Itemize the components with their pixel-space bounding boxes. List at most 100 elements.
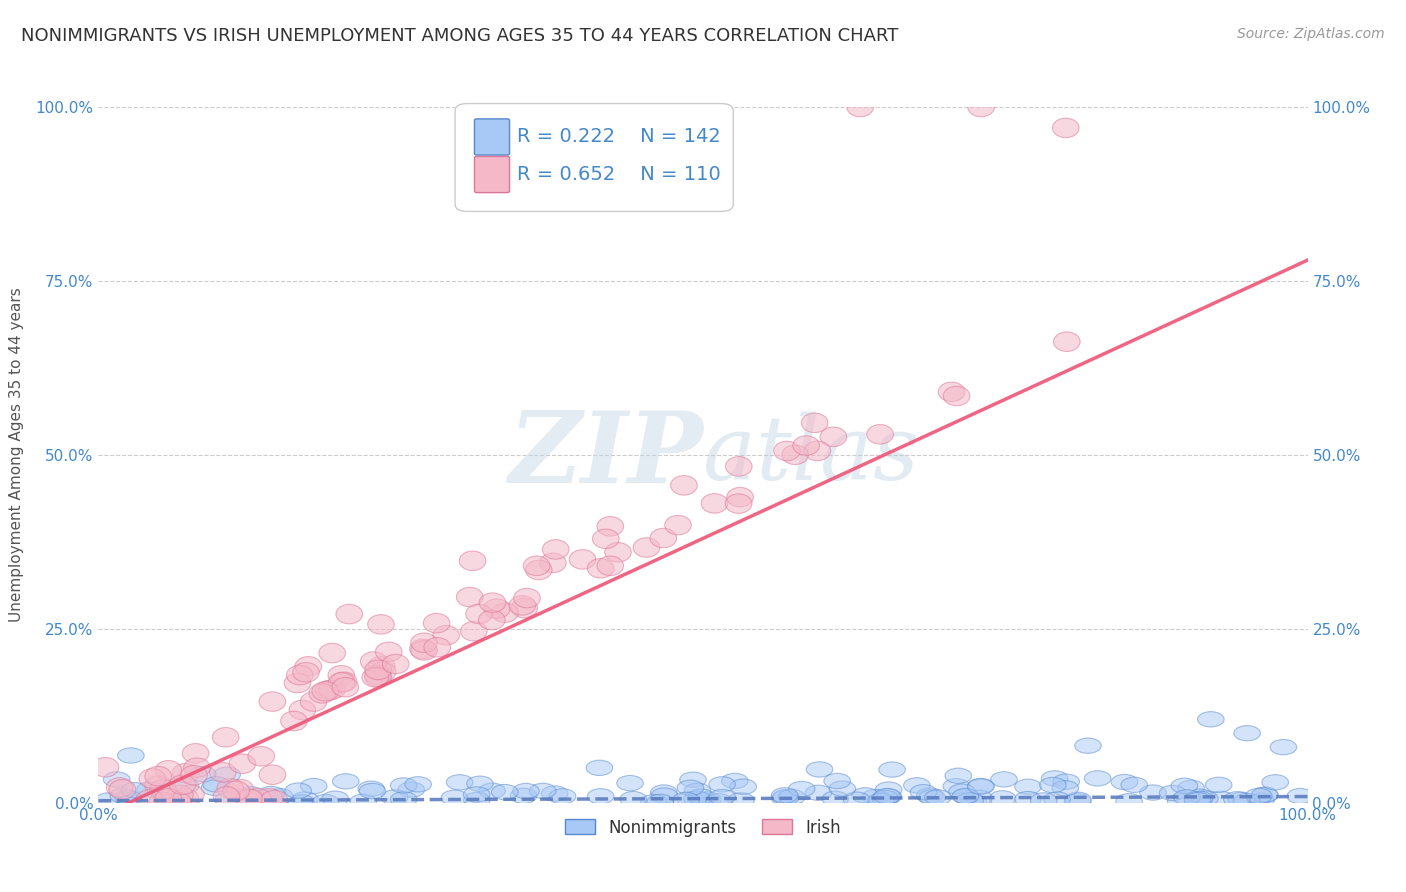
Ellipse shape [224,781,249,801]
FancyBboxPatch shape [474,119,509,155]
Ellipse shape [650,528,676,548]
Ellipse shape [381,789,408,805]
Ellipse shape [464,787,489,802]
Ellipse shape [284,673,311,693]
Ellipse shape [155,789,181,808]
Ellipse shape [93,757,118,777]
Ellipse shape [110,788,136,804]
Ellipse shape [1039,777,1066,793]
Ellipse shape [709,789,735,805]
Ellipse shape [1187,791,1213,806]
Ellipse shape [875,789,901,804]
Ellipse shape [217,779,243,798]
Ellipse shape [285,783,312,798]
Ellipse shape [257,787,284,802]
Ellipse shape [953,789,979,804]
Ellipse shape [292,663,319,682]
Ellipse shape [1247,793,1274,808]
Ellipse shape [598,516,624,536]
Ellipse shape [1111,774,1137,789]
Ellipse shape [479,593,506,613]
Text: atlas: atlas [703,411,918,499]
Ellipse shape [779,789,806,805]
Ellipse shape [262,790,288,810]
Legend: Nonimmigrants, Irish: Nonimmigrants, Irish [558,812,848,843]
Ellipse shape [727,487,754,507]
Ellipse shape [586,760,613,775]
Ellipse shape [873,789,900,804]
Ellipse shape [852,788,879,803]
Ellipse shape [367,615,394,634]
Ellipse shape [721,773,748,789]
Ellipse shape [409,640,436,658]
Ellipse shape [145,766,172,786]
Ellipse shape [945,768,972,783]
Ellipse shape [824,773,851,789]
Ellipse shape [330,672,357,691]
Ellipse shape [259,692,285,711]
Ellipse shape [201,780,228,796]
Ellipse shape [904,778,931,793]
Ellipse shape [569,549,596,569]
Ellipse shape [772,791,799,806]
Ellipse shape [214,767,240,782]
Ellipse shape [918,789,945,805]
Ellipse shape [1263,774,1288,790]
Ellipse shape [236,789,263,808]
Ellipse shape [461,622,486,641]
Ellipse shape [287,665,314,685]
Ellipse shape [917,788,943,803]
Ellipse shape [484,599,510,618]
Ellipse shape [772,789,799,805]
Ellipse shape [1043,792,1070,807]
Ellipse shape [523,556,550,575]
FancyBboxPatch shape [474,156,509,193]
Ellipse shape [121,782,148,797]
Ellipse shape [1187,789,1213,805]
Ellipse shape [651,785,678,800]
Ellipse shape [177,785,204,805]
Ellipse shape [1167,794,1194,809]
Ellipse shape [967,779,994,794]
Ellipse shape [405,777,432,792]
Ellipse shape [364,660,391,680]
Ellipse shape [1251,787,1278,802]
Text: ZIP: ZIP [508,407,703,503]
Ellipse shape [267,789,294,804]
Ellipse shape [1121,777,1147,792]
Ellipse shape [513,589,540,607]
Ellipse shape [952,789,979,804]
Ellipse shape [309,683,336,703]
Ellipse shape [190,766,217,781]
Ellipse shape [806,785,832,800]
Ellipse shape [1064,794,1091,809]
Ellipse shape [725,457,752,476]
Ellipse shape [806,762,832,777]
Ellipse shape [789,781,815,797]
Ellipse shape [1140,785,1167,800]
Ellipse shape [1229,792,1254,807]
Ellipse shape [1174,789,1201,805]
Ellipse shape [423,614,450,633]
Ellipse shape [868,425,893,444]
Ellipse shape [1053,332,1080,351]
Ellipse shape [967,97,994,117]
Ellipse shape [322,791,349,806]
Ellipse shape [1184,792,1211,807]
Text: NONIMMIGRANTS VS IRISH UNEMPLOYMENT AMONG AGES 35 TO 44 YEARS CORRELATION CHART: NONIMMIGRANTS VS IRISH UNEMPLOYMENT AMON… [21,27,898,45]
Ellipse shape [184,758,211,778]
Ellipse shape [202,777,229,792]
Ellipse shape [678,780,703,796]
Ellipse shape [312,681,339,701]
Ellipse shape [118,747,145,764]
Ellipse shape [336,605,363,624]
Ellipse shape [145,776,172,796]
Ellipse shape [793,436,820,455]
Ellipse shape [1053,118,1078,137]
Ellipse shape [259,765,285,784]
Ellipse shape [1192,791,1218,806]
Ellipse shape [1286,789,1313,804]
Ellipse shape [1084,771,1111,786]
Ellipse shape [295,657,322,676]
Ellipse shape [441,790,468,805]
